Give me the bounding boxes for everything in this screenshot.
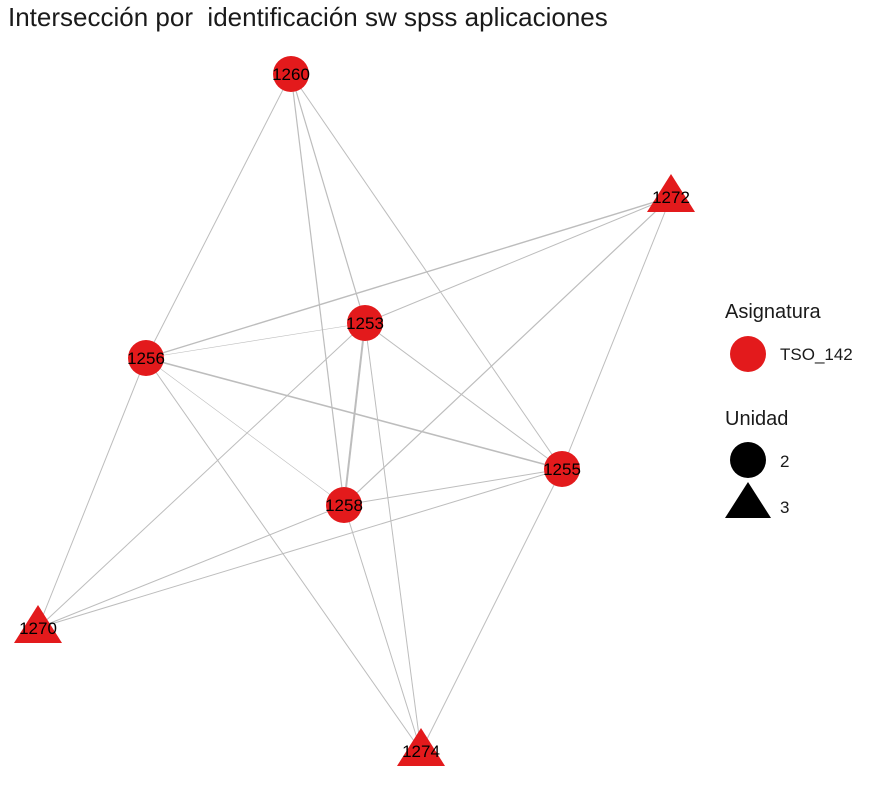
node-triangle-icon <box>397 728 445 766</box>
node-label: 1260 <box>272 65 310 84</box>
node-1255: 1255 <box>543 451 581 487</box>
edge-1253-1256 <box>145 322 366 359</box>
edge-1258-1255 <box>343 468 563 506</box>
node-label: 1274 <box>402 742 440 761</box>
node-label: 1258 <box>325 496 363 515</box>
edge-1272-1256 <box>145 196 672 359</box>
node-triangle-icon <box>647 174 695 212</box>
legend: Asignatura TSO_142 Unidad 2 3 <box>725 301 853 518</box>
node-circle-icon <box>544 451 580 487</box>
edge-1260-1258 <box>290 73 345 506</box>
edge-1256-1274 <box>145 357 422 752</box>
legend-asignatura-item-label: TSO_142 <box>780 345 853 364</box>
legend-unidad-circle-icon <box>730 442 766 478</box>
node-label: 1256 <box>127 349 165 368</box>
edge-1256-1258 <box>145 357 345 506</box>
node-label: 1255 <box>543 460 581 479</box>
node-circle-icon <box>128 340 164 376</box>
edge-1272-1253 <box>364 196 672 324</box>
edge-1255-1274 <box>420 468 563 752</box>
edge-1260-1256 <box>145 73 292 359</box>
node-1260: 1260 <box>272 56 310 92</box>
edge-1256-1255 <box>145 357 563 470</box>
node-circle-icon <box>326 487 362 523</box>
node-1256: 1256 <box>127 340 165 376</box>
legend-asignatura-title: Asignatura <box>725 301 821 323</box>
node-triangle-icon <box>14 605 62 643</box>
node-1270: 1270 <box>14 605 62 643</box>
edge-layer <box>37 73 672 752</box>
edge-1255-1270 <box>37 468 563 629</box>
chart-title: Intersección por identificación sw spss … <box>8 2 608 32</box>
edge-1253-1255 <box>364 322 563 470</box>
node-label: 1253 <box>346 314 384 333</box>
node-label: 1272 <box>652 188 690 207</box>
edge-1272-1255 <box>561 196 672 470</box>
node-label: 1270 <box>19 619 57 638</box>
node-circle-icon <box>273 56 309 92</box>
node-1253: 1253 <box>346 305 384 341</box>
node-1258: 1258 <box>325 487 363 523</box>
edge-1258-1270 <box>37 504 345 629</box>
edge-1260-1253 <box>290 73 366 324</box>
node-1272: 1272 <box>647 174 695 212</box>
edge-1253-1274 <box>364 322 422 752</box>
edge-1253-1270 <box>37 322 366 629</box>
edge-1272-1258 <box>343 196 672 506</box>
legend-unidad-triangle-icon <box>725 482 771 518</box>
legend-unidad-item-2-label: 2 <box>780 452 789 471</box>
legend-unidad-item-3-label: 3 <box>780 498 789 517</box>
node-circle-icon <box>347 305 383 341</box>
legend-unidad-title: Unidad <box>725 408 788 430</box>
node-layer: 1260 1272 1253 1256 1255 1258 1270 1274 <box>14 56 695 766</box>
edge-1256-1270 <box>37 357 147 629</box>
node-1274: 1274 <box>397 728 445 766</box>
edge-1258-1274 <box>343 504 422 752</box>
legend-asignatura-circle-icon <box>730 336 766 372</box>
